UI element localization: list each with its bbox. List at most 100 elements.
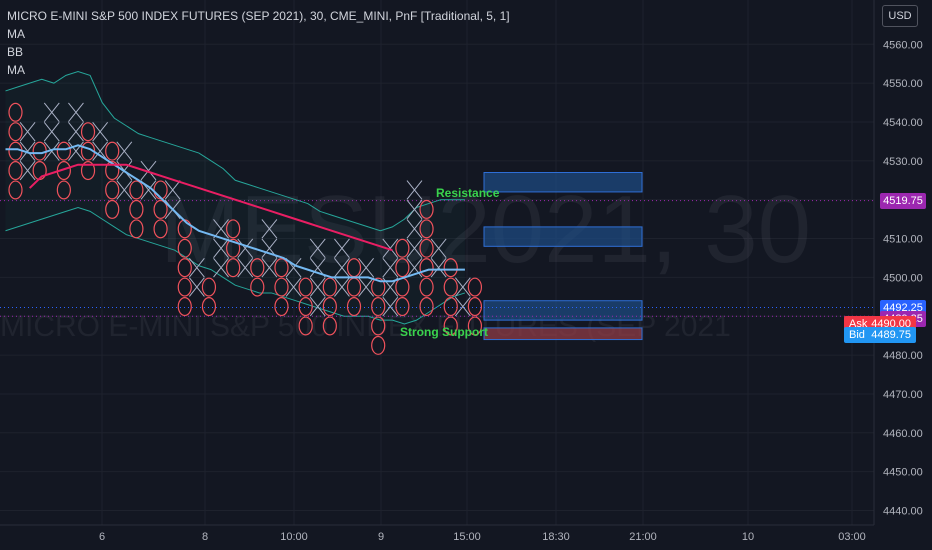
pnf-o-box [274,258,289,278]
pnf-x-box [382,258,399,278]
pnf-o-box [129,199,144,219]
pnf-o-box [226,258,241,278]
pnf-x-box [188,277,205,297]
price-axis[interactable]: 4560.004550.004540.004530.004520.004510.… [873,0,923,525]
pnf-o-box [80,122,96,142]
pnf-o-box [467,297,483,317]
currency-button[interactable]: USD [882,5,918,27]
pnf-o-box [395,297,410,317]
pnf-o-box [153,219,168,239]
pnf-x-box [382,296,399,317]
zone-support-2 [483,300,643,321]
pnf-x-box [285,277,302,297]
pnf-o-box [419,238,434,258]
pnf-x-box [43,122,60,142]
ma-fast-line [5,144,465,283]
pnf-o-box [8,161,23,181]
pnf-x-box [261,219,278,239]
pnf-x-box [454,296,471,317]
pnf-o-box [105,199,120,219]
pnf-o-box [443,258,458,278]
pnf-o-box [371,297,386,317]
time-tick-label: 9 [378,531,384,543]
pnf-o-box [322,316,337,336]
pnf-o-box [371,316,386,336]
pnf-o-box [153,199,168,219]
pnf-o-box [8,180,23,200]
pnf-o-box [8,102,23,122]
pnf-x-box [454,277,471,297]
pnf-o-box [56,141,71,161]
pnf-o-box [177,238,192,258]
pnf-o-box [177,297,192,317]
pnf-o-box [274,297,289,317]
pnf-x-box [334,258,350,278]
pnf-o-box [419,277,434,297]
pnf-x-box [68,122,84,142]
pnf-o-box [298,277,313,297]
pnf-x-box [19,160,36,181]
pnf-o-box [371,277,386,297]
pnf-x-box [430,238,447,258]
pnf-o-box [201,297,217,317]
price-tick-label: 4470.00 [883,389,923,401]
pnf-o-box [250,277,265,297]
pnf-o-box [105,180,120,200]
time-tick-label: 8 [202,531,208,543]
pnf-x-box [19,141,36,161]
pnf-x-box [237,258,254,278]
pnf-o-box [129,180,144,200]
time-tick-label: 10:00 [280,531,308,543]
pnf-o-box [298,297,313,317]
pnf-boxes [8,102,483,355]
time-tick-label: 6 [99,531,105,543]
bb-upper-line [5,70,465,232]
pnf-o-box [443,316,458,336]
indicator-ma-2[interactable]: MA [7,63,25,77]
pnf-x-box [213,219,229,239]
pnf-x-box [309,296,326,317]
pnf-x-box [309,238,326,258]
pnf-x-box [406,180,423,200]
indicator-ma-1[interactable]: MA [7,27,25,41]
time-tick-label: 18:30 [542,531,570,543]
bb-lower-line [5,206,466,325]
pnf-x-box [406,199,423,220]
pnf-o-box [419,199,434,219]
pnf-x-box [213,258,229,278]
zone-resistance-1 [483,226,643,247]
price-tick-label: 4460.00 [883,428,923,440]
time-axis[interactable]: 6 8 10:00 9 15:00 18:30 21:00 10 03:00 [0,524,874,543]
zone-support-3 [483,327,643,341]
pnf-x-box [19,122,36,142]
time-tick-label: 21:00 [629,531,657,543]
indicator-bb[interactable]: BB [7,45,24,59]
pnf-x-box [406,219,423,239]
pnf-x-box [406,238,423,258]
pnf-x-box [68,102,84,122]
pnf-x-box [358,277,375,297]
pnf-x-box [43,141,60,161]
pnf-x-box [43,102,60,122]
price-lines [0,200,874,317]
bid-label: Bid [849,329,865,342]
pnf-x-box [358,258,375,278]
pnf-x-box [309,277,326,297]
pnf-o-box [395,238,410,258]
pnf-o-box [105,141,120,161]
pnf-x-box [237,238,254,258]
pnf-x-box [116,141,133,161]
pnf-o-box [395,258,410,278]
pnf-o-box [467,277,483,297]
pnf-o-box [177,258,192,278]
symbol-title[interactable]: MICRO E-MINI S&P 500 INDEX FUTURES (SEP … [7,9,510,23]
price-tick-label: 4540.00 [883,117,923,129]
price-tick-label: 4530.00 [883,156,923,168]
price-tick-label: 4480.00 [883,350,923,362]
pnf-x-box [261,258,278,278]
pnf-o-box [201,277,217,297]
pnf-o-box [419,297,434,317]
pnf-o-box [322,277,337,297]
pnf-o-box [419,258,434,278]
